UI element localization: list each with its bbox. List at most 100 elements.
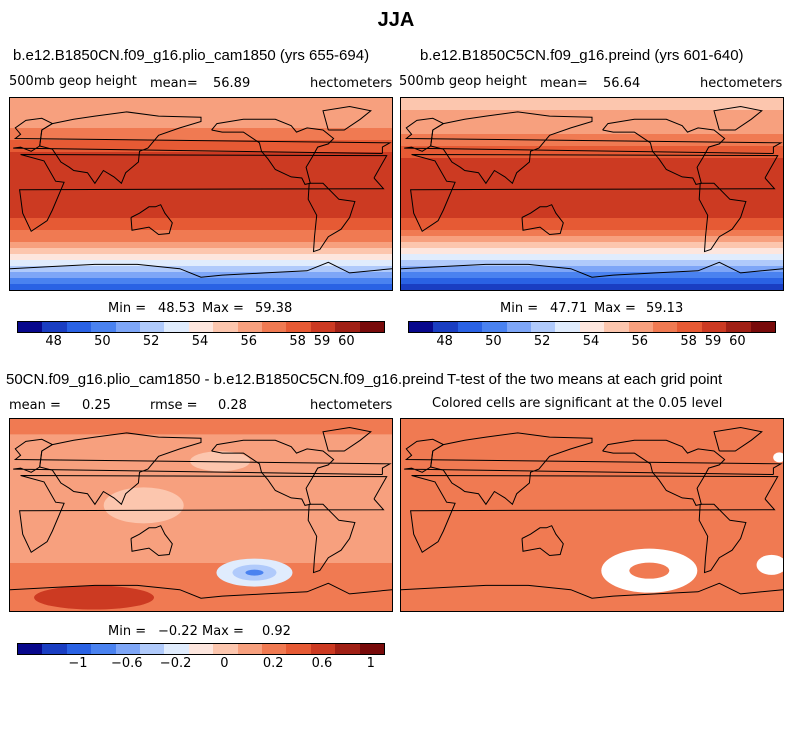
colorbar-swatch — [335, 322, 360, 332]
colorbar-swatch — [91, 322, 116, 332]
coastline — [307, 503, 356, 574]
panel-4-title: T-test of the two means at each grid poi… — [447, 371, 723, 388]
colorbar-swatch — [359, 322, 385, 332]
colorbar-swatch — [506, 322, 532, 332]
panel-4-map — [400, 418, 784, 612]
panel-1-units: hectometers — [310, 76, 393, 91]
field-band — [401, 110, 783, 117]
colorbar-swatch — [18, 644, 43, 654]
colorbar-swatch — [604, 322, 629, 332]
colorbar-swatch — [140, 644, 165, 654]
field-band — [401, 206, 783, 213]
field-band — [401, 146, 783, 153]
coastline — [410, 475, 779, 554]
colorbar-tick-label: 56 — [631, 334, 649, 349]
figure-title: JJA — [377, 9, 415, 31]
field-band — [10, 272, 392, 279]
not-significant-region — [773, 452, 783, 463]
field-band — [401, 122, 783, 129]
field-band — [401, 260, 783, 267]
field-band — [10, 170, 392, 177]
colorbar-swatch — [359, 644, 385, 654]
field-band — [10, 236, 392, 243]
colorbar-swatch — [555, 322, 580, 332]
colorbar-swatch — [726, 322, 751, 332]
colorbar-tick-label: 0.2 — [262, 656, 284, 671]
panel-2-colorbar-ticks: 48 50 52 54 56 58 59 60 — [408, 334, 774, 350]
colorbar-swatch — [579, 322, 605, 332]
panel-3-max-label: Max = — [202, 624, 244, 639]
panel-3-units: hectometers — [310, 398, 393, 413]
colorbar-swatch — [310, 322, 336, 332]
field-band — [401, 176, 783, 183]
colorbar-swatch — [66, 322, 92, 332]
colorbar-swatch — [262, 322, 287, 332]
field-band — [401, 182, 783, 189]
colorbar-tick-label: 0.6 — [311, 656, 333, 671]
field-band — [10, 182, 392, 189]
panel-1-max-value: 59.38 — [255, 301, 293, 316]
coastline — [410, 154, 779, 233]
field-band — [401, 278, 783, 285]
field-band — [401, 158, 783, 165]
field-band — [10, 122, 392, 129]
field-band — [401, 236, 783, 243]
field-band — [401, 98, 783, 105]
panel-2-min-label: Min = — [500, 301, 539, 316]
colorbar-swatch — [237, 644, 263, 654]
colorbar-swatch — [164, 322, 189, 332]
field-band — [401, 248, 783, 255]
colorbar-swatch — [262, 644, 287, 654]
colorbar-swatch — [188, 322, 214, 332]
panel-3-min-label: Min = — [108, 624, 147, 639]
coastline — [430, 432, 593, 506]
colorbar-swatch — [701, 322, 727, 332]
colorbar-swatch — [115, 322, 141, 332]
field-band — [10, 248, 392, 255]
coastline — [322, 426, 372, 452]
field-band — [10, 110, 392, 117]
panel-3-mean-label: mean = — [9, 398, 61, 413]
field-band — [10, 98, 392, 105]
coastline — [401, 261, 783, 278]
field-band — [10, 284, 392, 290]
significance-background — [401, 419, 783, 611]
colorbar-swatch — [164, 644, 189, 654]
panel-1-mean-label: mean= — [150, 76, 198, 91]
coastline — [13, 438, 392, 475]
coastline — [130, 204, 173, 236]
field-band — [10, 260, 392, 267]
panel-2-mean-label: mean= — [540, 76, 588, 91]
field-band — [401, 200, 783, 207]
panel-2-mean-value: 56.64 — [603, 76, 641, 91]
field-band — [10, 194, 392, 201]
panel-2-min-value: 47.71 — [550, 301, 588, 316]
field-patch — [190, 451, 251, 472]
panel-3-map — [9, 418, 393, 612]
coastline — [401, 582, 783, 599]
colorbar-swatch — [482, 322, 507, 332]
coastline — [130, 525, 173, 557]
panel-3-mean-value: 0.25 — [82, 398, 111, 413]
colorbar-tick-label: 58 — [289, 334, 306, 349]
coastline — [307, 182, 356, 253]
field-band — [10, 254, 392, 261]
colorbar-swatch — [628, 322, 654, 332]
colorbar-swatch — [18, 322, 43, 332]
panel-1-colorbar-ticks: 48 50 52 54 56 58 59 60 — [17, 334, 383, 350]
panel-2-title: b.e12.B1850C5CN.f09_g16.preind (yrs 601-… — [420, 47, 744, 64]
colorbar-swatch — [750, 322, 776, 332]
field-band — [10, 188, 392, 195]
coastline — [211, 118, 335, 185]
field-band — [401, 134, 783, 141]
coastline — [211, 439, 335, 506]
field-band — [10, 134, 392, 141]
field-band — [10, 128, 392, 135]
coastline — [713, 426, 763, 452]
not-significant-region — [756, 554, 783, 575]
colorbar-tick-label: 56 — [240, 334, 258, 349]
panel-2-variable: 500mb geop height — [399, 74, 527, 89]
colorbar-tick-label: 60 — [338, 334, 355, 349]
field-band — [10, 230, 392, 237]
coastline — [10, 261, 392, 278]
